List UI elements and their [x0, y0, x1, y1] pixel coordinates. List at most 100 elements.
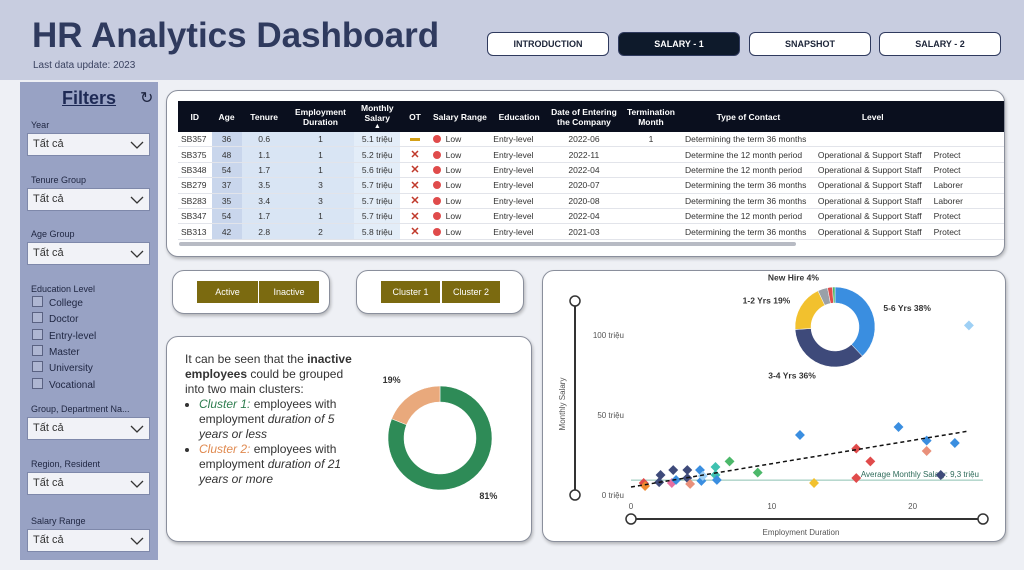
table-cell: 5.6 triệu	[354, 162, 401, 179]
note-intro: could be grouped into two main clusters:	[185, 367, 344, 396]
table-cell	[619, 146, 682, 163]
cell-text: 48	[221, 149, 232, 160]
column-header: Termination Month	[619, 101, 682, 132]
ot-icon: ✕	[410, 164, 420, 177]
slider-handle[interactable]	[625, 513, 637, 525]
header-row: ID Age Tenure Employment Duration Monthly Sa…	[178, 101, 1004, 132]
cell-text: 1	[318, 211, 323, 222]
slider-handle[interactable]	[569, 489, 581, 501]
scatter-point	[809, 478, 819, 488]
status-dot	[432, 181, 441, 190]
table-cell: Entry-level	[490, 193, 548, 209]
table-cell: 2022-11	[547, 146, 620, 163]
nav-button[interactable]: INTRODUCTION	[487, 32, 609, 56]
nav-button[interactable]: SNAPSHOT	[749, 32, 871, 56]
note-text: It can be seen that the inactive employe…	[185, 352, 363, 487]
chevron-icon	[130, 480, 144, 488]
table-cell: Low	[429, 177, 491, 194]
cell-text: 0.6	[258, 134, 271, 145]
filter-option[interactable]: Entry-level	[32, 328, 96, 342]
nav-button[interactable]: SALARY - 1	[618, 32, 740, 56]
dropdown-value: Tất cả	[33, 477, 64, 489]
cell-text: Laborer	[933, 195, 963, 206]
slicer-button[interactable]: Inactive	[259, 281, 319, 303]
cell-text: Operational & Support Staff	[817, 226, 922, 237]
ot-icon	[409, 138, 420, 142]
slice-label: 5-6 Yrs 38%	[883, 303, 931, 313]
filter-option[interactable]: Vocational	[32, 377, 95, 391]
nav-button[interactable]: SALARY - 2	[879, 32, 1001, 56]
dropdown[interactable]: Tất cả	[27, 417, 150, 440]
slicer-button[interactable]: Active	[197, 281, 258, 303]
table-cell: Determining the term 36 months	[681, 193, 815, 209]
dropdown[interactable]: Tất cả	[27, 529, 150, 552]
table-cell: 1.7	[241, 162, 287, 179]
filter-option[interactable]: Doctor	[32, 312, 78, 325]
chevron	[130, 480, 144, 488]
pie-slice	[832, 286, 836, 304]
filter-option[interactable]: Master	[32, 344, 80, 358]
cell-text: Protect	[933, 211, 961, 222]
cluster-label: Cluster 1:	[199, 397, 251, 411]
cell-text: Low	[445, 195, 462, 206]
dropdown[interactable]: Tất cả	[27, 472, 150, 495]
dropdown[interactable]: Tất cả	[27, 133, 150, 156]
y-tick-label: 100 triệu	[593, 331, 624, 340]
chevron	[130, 250, 144, 258]
option-label: Master	[49, 346, 80, 358]
table-cell: 5.7 triệu	[354, 177, 401, 194]
x-tick-label: 0	[629, 502, 634, 511]
slider-handle[interactable]	[569, 295, 581, 307]
table-row: SB347 54 1.7 1 5.7 triệu ✕ Low Entry-level 2022-…	[178, 208, 1004, 225]
table-cell: SB348	[178, 162, 212, 179]
filter-option[interactable]: University	[32, 361, 93, 374]
slicer-button[interactable]: Cluster 1	[381, 281, 440, 303]
table-cell: SB375	[178, 146, 212, 163]
status-dot	[432, 196, 441, 205]
cell-text: 2020-07	[568, 180, 600, 191]
chevron-icon	[130, 537, 144, 545]
cell-text: SB348	[181, 164, 207, 175]
cell-text: Determine the 12 month period	[684, 211, 803, 222]
chevron-icon	[130, 250, 144, 258]
note-intro: It can be seen that the	[185, 352, 308, 366]
slice-label: 81%	[479, 491, 497, 501]
cell-text: 54	[221, 164, 232, 175]
table-row: SB375 48 1.1 1 5.2 triệu ✕ Low Entry-level 2022-…	[178, 146, 1004, 163]
option-label: University	[49, 363, 93, 375]
refresh-icon[interactable]: ↻	[140, 90, 154, 107]
dropdown-value: Tất cả	[33, 247, 64, 259]
cell-text: Entry-level	[493, 195, 534, 206]
table-cell: 5.8 triệu	[354, 223, 401, 240]
table-cell: 1	[286, 162, 355, 179]
filter-option[interactable]: College	[32, 296, 83, 309]
table-cell: SB279	[178, 177, 212, 194]
table-cell: 37	[211, 177, 242, 194]
dropdown[interactable]: Tất cả	[27, 242, 150, 265]
slicer-button[interactable]: Cluster 2	[442, 281, 500, 303]
column-header: Education	[490, 101, 548, 132]
cell-text: Operational & Support Staff	[817, 164, 922, 175]
table-cell: Operational & Support Staff	[814, 223, 931, 240]
table-cell: 1	[286, 132, 355, 148]
table-cell: 42	[211, 223, 242, 240]
table-cell: 54	[211, 162, 242, 179]
cell-text: 2020-08	[568, 195, 600, 206]
sort-arrow: ▲	[373, 123, 381, 130]
table-row: SB283 35 3.4 3 5.7 triệu ✕ Low Entry-level 2020-…	[178, 193, 1004, 209]
dropdown[interactable]: Tất cả	[27, 188, 150, 211]
slider-handle[interactable]	[977, 513, 989, 525]
checkbox	[32, 328, 43, 340]
cell-text: Protect	[933, 226, 961, 237]
reference-label: Average Monthly Salary: 9,3 triệu	[861, 470, 979, 479]
cell-text: Determine the 12 month period	[684, 149, 803, 160]
cell-text: Determining the term 36 months	[684, 226, 807, 237]
cell-text: Entry-level	[493, 180, 534, 191]
button-card: Active Inactive	[172, 270, 330, 314]
column-header: Employment Duration	[286, 101, 355, 132]
table-row: SB279 37 3.5 3 5.7 triệu ✕ Low Entry-level 2020-…	[178, 177, 1004, 194]
table-cell: 2020-08	[547, 193, 620, 209]
y-tick-label: 50 triệu	[597, 411, 624, 420]
scrollbar[interactable]	[179, 242, 796, 246]
table-cell: 36	[211, 132, 242, 148]
